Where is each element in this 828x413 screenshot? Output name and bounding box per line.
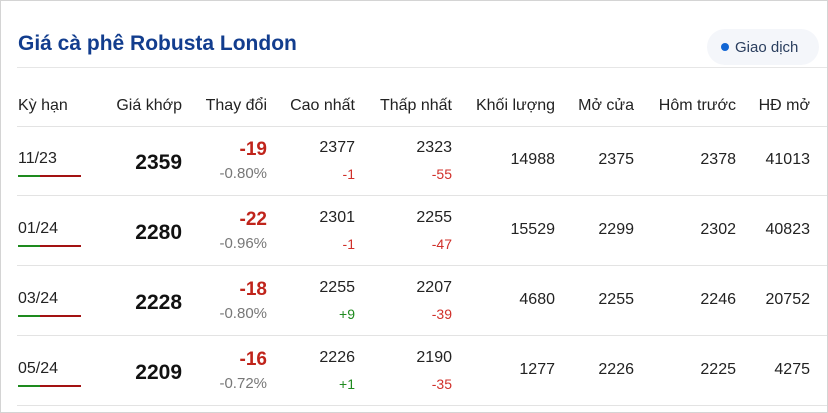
high-cell: 2377: [319, 139, 355, 156]
column-header-term: Kỳ hạn: [18, 97, 68, 114]
price-cell: 2209: [135, 361, 182, 384]
low-cell: 2190: [416, 349, 452, 366]
change-pct-cell: -0.96%: [219, 235, 267, 252]
low-diff-cell: -55: [431, 166, 452, 182]
column-header-volume: Khối lượng: [475, 97, 555, 114]
page-title: Giá cà phê Robusta London: [18, 32, 297, 55]
price-cell: 2359: [135, 151, 182, 174]
open-interest-cell: 41013: [765, 151, 811, 168]
price-cell: 2228: [135, 291, 182, 314]
term-cell: 01/24: [18, 220, 59, 237]
open-interest-cell: 40823: [765, 221, 811, 238]
high-diff-cell: +9: [339, 306, 355, 322]
table-row: 11/23 2359 -19 -0.80% 2377 -1 2323 -55 1…: [1, 127, 827, 196]
low-cell: 2255: [416, 209, 452, 226]
volume-cell: 15529: [510, 221, 556, 238]
low-diff-cell: -35: [431, 376, 452, 392]
column-header-open: Mở cửa: [578, 97, 634, 114]
table-header: Kỳ hạn Giá khớp Thay đổi Cao nhất Thấp n…: [1, 87, 827, 127]
term-range-bar: [18, 175, 81, 177]
volume-cell: 1277: [519, 361, 555, 378]
open-cell: 2226: [598, 361, 634, 378]
high-cell: 2301: [319, 209, 355, 226]
term-cell: 03/24: [18, 290, 59, 307]
prev-cell: 2302: [700, 221, 736, 238]
row-divider: [17, 335, 827, 336]
low-diff-cell: -47: [431, 236, 452, 252]
header-divider: [17, 67, 827, 68]
low-diff-cell: -39: [431, 306, 452, 322]
column-header-low: Thấp nhất: [379, 97, 452, 114]
open-cell: 2299: [598, 221, 634, 238]
change-pct-cell: -0.80%: [219, 165, 267, 182]
table-row: 05/24 2209 -16 -0.72% 2226 +1 2190 -35 1…: [1, 337, 827, 406]
dot-icon: [721, 43, 729, 51]
prev-cell: 2246: [700, 291, 736, 308]
table-row: 01/24 2280 -22 -0.96% 2301 -1 2255 -47 1…: [1, 197, 827, 266]
change-cell: -18: [239, 279, 267, 300]
prev-cell: 2378: [700, 151, 736, 168]
column-header-high: Cao nhất: [290, 97, 355, 114]
column-header-change: Thay đổi: [205, 97, 267, 114]
high-diff-cell: -1: [342, 236, 355, 252]
high-cell: 2255: [319, 279, 355, 296]
change-pct-cell: -0.80%: [219, 305, 267, 322]
column-header-prev: Hôm trước: [658, 97, 736, 114]
term-range-bar: [18, 315, 81, 317]
giao-dich-button[interactable]: Giao dịch: [707, 29, 819, 65]
header-row-divider: [17, 126, 827, 127]
term-cell: 05/24: [18, 360, 59, 377]
open-cell: 2255: [598, 291, 634, 308]
table-row: 03/24 2228 -18 -0.80% 2255 +9 2207 -39 4…: [1, 267, 827, 336]
change-cell: -22: [239, 209, 267, 230]
open-interest-cell: 20752: [765, 291, 811, 308]
column-header-open-interest: HĐ mở: [758, 97, 810, 114]
volume-cell: 14988: [510, 151, 556, 168]
column-header-price: Giá khớp: [116, 97, 182, 114]
term-range-bar: [18, 245, 81, 247]
price-cell: 2280: [135, 221, 182, 244]
low-cell: 2207: [416, 279, 452, 296]
volume-cell: 4680: [519, 291, 555, 308]
low-cell: 2323: [416, 139, 452, 156]
change-pct-cell: -0.72%: [219, 375, 267, 392]
high-diff-cell: -1: [342, 166, 355, 182]
high-cell: 2226: [319, 349, 355, 366]
prev-cell: 2225: [700, 361, 736, 378]
row-divider: [17, 405, 827, 406]
term-cell: 11/23: [18, 150, 57, 167]
high-diff-cell: +1: [339, 376, 355, 392]
change-cell: -19: [239, 139, 267, 160]
open-cell: 2375: [598, 151, 634, 168]
row-divider: [17, 195, 827, 196]
open-interest-cell: 4275: [774, 361, 810, 378]
change-cell: -16: [239, 349, 267, 370]
term-range-bar: [18, 385, 81, 387]
row-divider: [17, 265, 827, 266]
giao-dich-label: Giao dịch: [735, 38, 799, 56]
